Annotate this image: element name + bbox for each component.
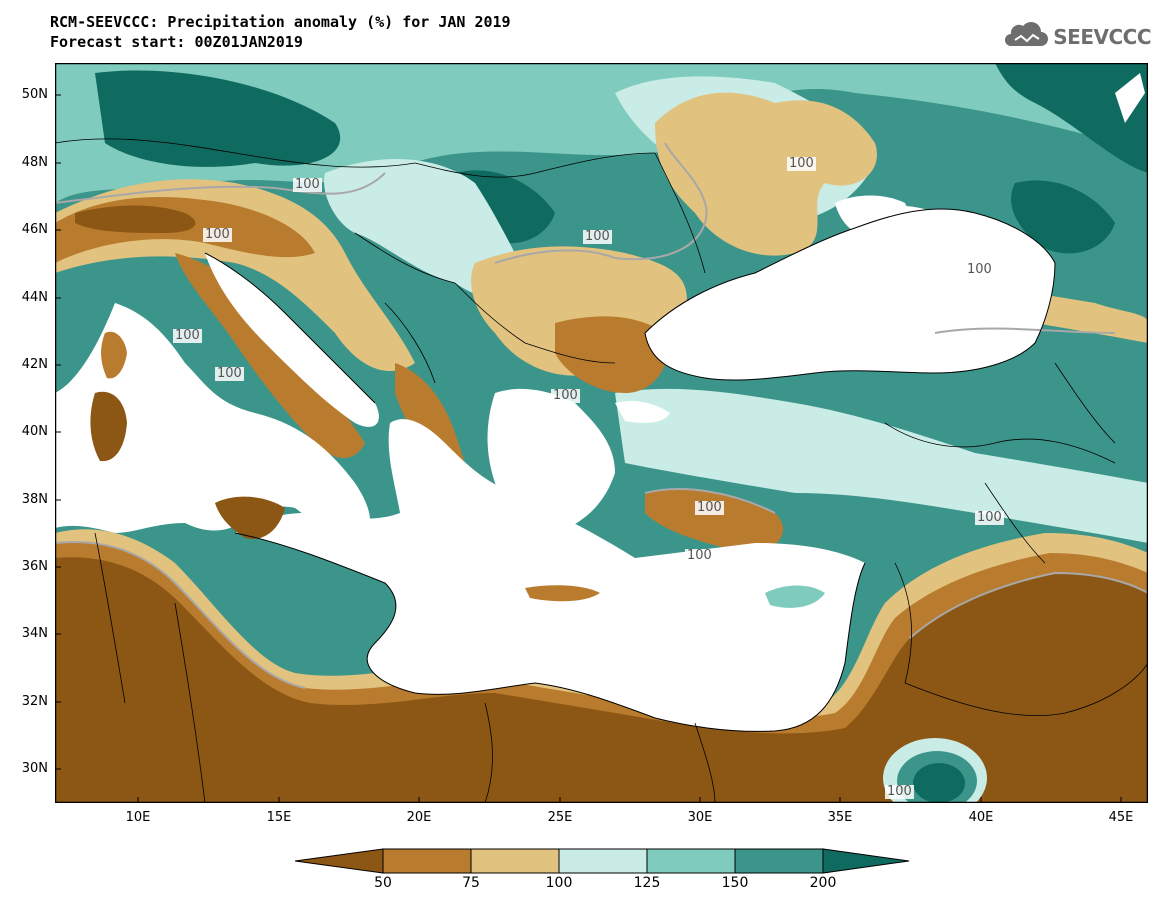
lat-label: 50N [21, 87, 48, 102]
colorbar-label: 200 [809, 875, 837, 891]
crete [525, 585, 600, 602]
anomaly-map [55, 63, 1148, 803]
lon-label: 10E [125, 810, 151, 825]
country-borders [55, 138, 1148, 803]
lat-label: 48N [21, 155, 48, 170]
contour-lines-100 [55, 142, 1148, 689]
colorbar-label: 100 [545, 875, 573, 891]
colorbar-segment [470, 848, 560, 874]
colorbar-label: 75 [462, 875, 480, 891]
colorbar-segment [734, 848, 824, 874]
logo-text: SEEVCCC [1053, 25, 1151, 49]
lat-label: 34N [21, 626, 48, 641]
contour-label: 100 [293, 177, 322, 192]
lat-label: 40N [21, 424, 48, 439]
contour-label: 100 [975, 510, 1004, 525]
lat-label: 44N [21, 290, 48, 305]
contour-label: 100 [173, 328, 202, 343]
lat-label: 42N [21, 357, 48, 372]
lon-label: 35E [827, 810, 853, 825]
black-sea [645, 208, 1055, 381]
field-dark-west [95, 70, 341, 167]
caspian-gap [1115, 73, 1145, 123]
field-east-band [995, 63, 1148, 173]
mediterranean-east [235, 419, 865, 732]
lat-label: 38N [21, 492, 48, 507]
lat-ticks [55, 94, 61, 770]
field-south-darkbrown [55, 557, 1148, 803]
field-wet-pocket-core [913, 763, 965, 803]
field-brown-italy [175, 253, 365, 458]
contour-label: 100 [965, 262, 994, 277]
contour-label: 100 [695, 500, 724, 515]
field-light-turkey [615, 388, 1148, 543]
contour-label: 100 [551, 388, 580, 403]
crimea [845, 205, 935, 243]
field-north-light [55, 63, 1148, 203]
seevccc-logo: SEEVCCC [1001, 20, 1151, 54]
map-frame [55, 63, 1148, 803]
colorbar-segment [822, 848, 910, 874]
colorbar-label: 50 [374, 875, 392, 891]
sardinia [90, 391, 127, 462]
field-beige-ukraine [655, 92, 877, 256]
contour-label: 100 [685, 548, 714, 563]
sea-of-marmara [615, 401, 670, 423]
aegean-sea [487, 388, 615, 533]
map-panel: 100 100 100 100 100 100 100 100 100 100 … [55, 63, 1148, 803]
adriatic-sea [205, 253, 379, 427]
lat-label: 32N [21, 694, 48, 709]
colorbar [295, 848, 910, 874]
map-title: RCM-SEEVCCC: Precipitation anomaly (%) f… [50, 12, 511, 52]
corsica [101, 331, 127, 379]
contour-label: 100 [583, 229, 612, 244]
lon-label: 20E [406, 810, 432, 825]
lat-label: 30N [21, 761, 48, 776]
contour-label: 100 [885, 784, 914, 799]
colorbar-segment [382, 848, 472, 874]
lat-label: 46N [21, 222, 48, 237]
coastlines [204, 208, 1056, 732]
lon-label: 15E [266, 810, 292, 825]
lon-label: 45E [1108, 810, 1134, 825]
field-brown-anatolia [645, 489, 784, 553]
contour-label: 100 [203, 227, 232, 242]
lon-ticks [137, 797, 1122, 803]
lat-label: 36N [21, 559, 48, 574]
colorbar-segment [646, 848, 736, 874]
title-line-2: Forecast start: 00Z01JAN2019 [50, 33, 303, 51]
contour-label: 100 [787, 156, 816, 171]
colorbar-label: 150 [721, 875, 749, 891]
title-line-1: RCM-SEEVCCC: Precipitation anomaly (%) f… [50, 13, 511, 31]
field-darkbrown-alps [75, 205, 196, 233]
mediterranean-sea [55, 303, 370, 543]
colorbar-label: 125 [633, 875, 661, 891]
contour-label: 100 [215, 366, 244, 381]
colorbar-segment [295, 848, 384, 874]
lon-label: 30E [687, 810, 713, 825]
cloud-icon [1001, 20, 1049, 54]
cyprus [765, 585, 825, 608]
sicily [215, 496, 285, 539]
lon-label: 40E [968, 810, 994, 825]
field-dark-east [1011, 180, 1115, 254]
lon-label: 25E [547, 810, 573, 825]
colorbar-segment [558, 848, 648, 874]
field-brown-bulgaria [555, 316, 668, 393]
